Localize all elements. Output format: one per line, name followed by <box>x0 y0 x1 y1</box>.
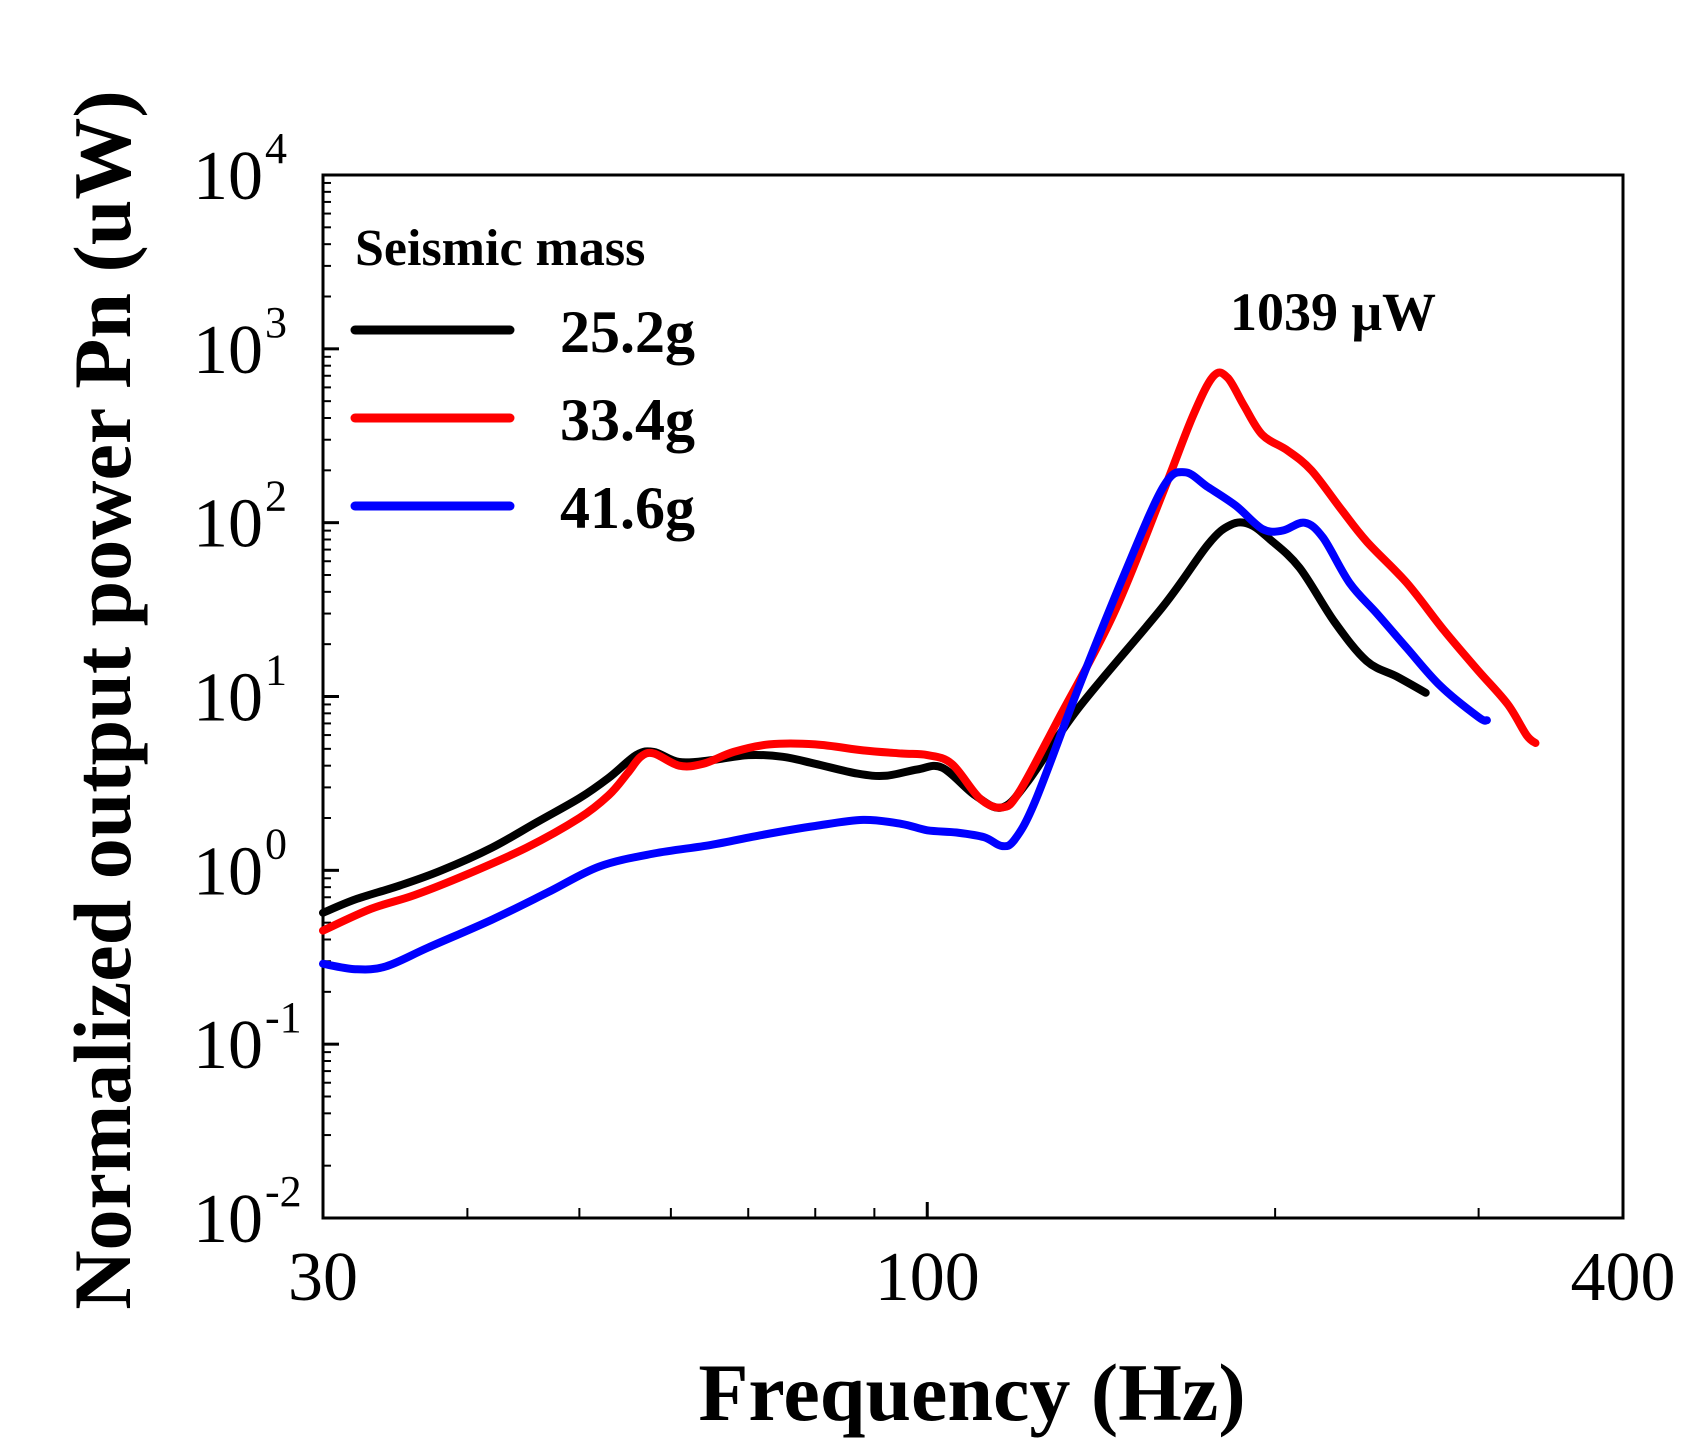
legend-label-41.6g: 41.6g <box>560 475 695 541</box>
y-tick-exponent: 4 <box>265 124 287 173</box>
x-tick-label: 30 <box>288 1239 358 1316</box>
series-line-33.4g <box>319 368 1540 935</box>
y-tick-base: 10 <box>193 1007 263 1084</box>
legend-items: 25.2g 33.4g 41.6g <box>350 299 695 541</box>
y-tick-exponent: 1 <box>265 646 287 695</box>
y-tick-exponent: -1 <box>265 993 302 1042</box>
series-layer <box>319 368 1540 974</box>
y-tick-label: 10 0 <box>193 819 287 910</box>
y-tick-exponent: 2 <box>265 472 287 521</box>
x-tick-label: 100 <box>875 1239 980 1316</box>
y-tick-exponent: 0 <box>265 819 287 868</box>
y-tick-base: 10 <box>193 833 263 910</box>
y-tick-label: 10 -1 <box>193 993 302 1084</box>
y-tick-label: 10 3 <box>193 298 287 389</box>
y-axis-title: Normalized output power Pn (uW) <box>57 90 148 1309</box>
peak-annotation: 1039 μW <box>1230 282 1436 342</box>
legend-title: Seismic mass <box>355 220 645 277</box>
x-tick-label: 400 <box>1571 1239 1676 1316</box>
x-axis-ticks: 30 100 400 <box>288 1202 1676 1316</box>
series-line-41.6g <box>319 468 1491 974</box>
legend: Seismic mass 25.2g 33.4g 41.6g <box>350 220 695 541</box>
y-tick-base: 10 <box>193 1181 263 1258</box>
legend-label-25.2g: 25.2g <box>560 299 695 365</box>
legend-label-33.4g: 33.4g <box>560 387 695 453</box>
y-tick-exponent: -2 <box>265 1167 302 1216</box>
y-tick-base: 10 <box>193 138 263 215</box>
y-tick-label: 10 4 <box>193 124 287 215</box>
y-tick-exponent: 3 <box>265 298 287 347</box>
y-tick-label: 10 -2 <box>193 1167 302 1258</box>
y-tick-base: 10 <box>193 486 263 563</box>
y-tick-base: 10 <box>193 312 263 389</box>
y-tick-label: 10 2 <box>193 472 287 563</box>
y-tick-base: 10 <box>193 660 263 737</box>
y-tick-label: 10 1 <box>193 646 287 737</box>
x-axis-title: Frequency (Hz) <box>698 1347 1245 1438</box>
